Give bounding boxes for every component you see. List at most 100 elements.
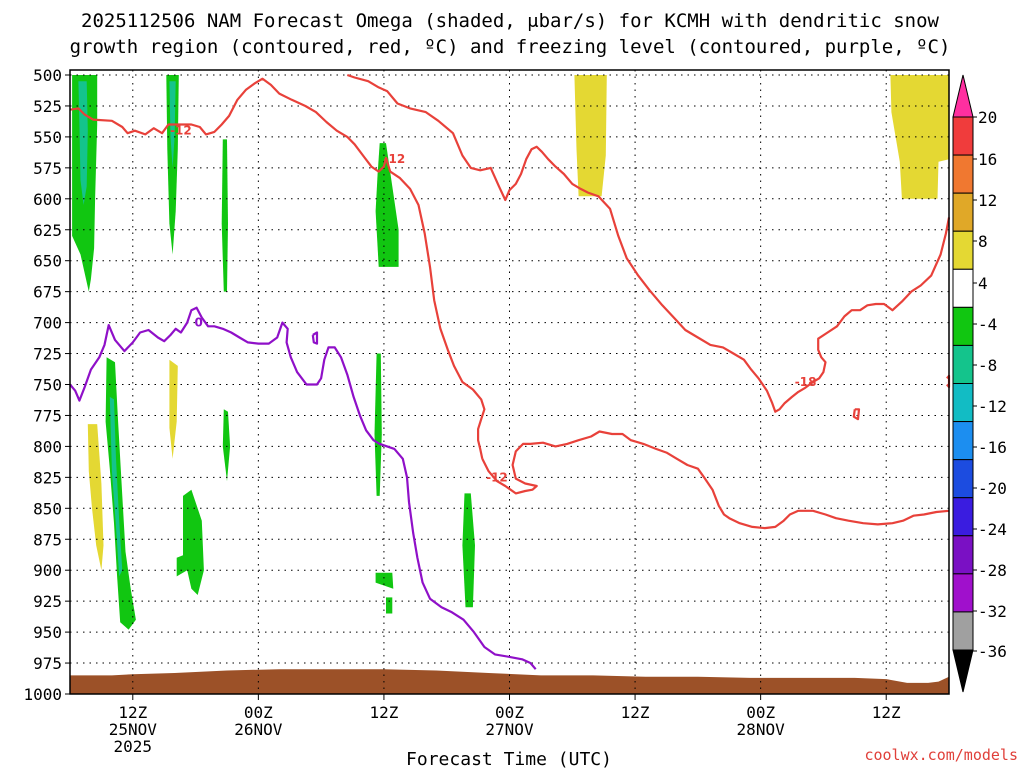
plot-area: -12 -12 -12 -18 0 [69,69,951,695]
freezing-level-contours: 0 [69,306,537,670]
colorbar-label: -8 [978,356,997,375]
colorbar-swatch [952,497,974,537]
omega-region-o11 [374,353,382,496]
y-tick-label: 525 [33,97,62,116]
y-tick-label: 825 [33,468,62,487]
dgz-contour-line-4 [852,408,861,421]
colorbar-swatch [952,268,974,308]
omega-region-o13 [386,597,393,614]
dgz-contour-label: -18 [795,375,817,389]
y-tick-label: 925 [33,592,62,611]
colorbar-bottom-triangle [952,649,974,693]
y-tick-label: 600 [33,190,62,209]
y-tick-label: 700 [33,314,62,333]
colorbar-label: 8 [978,232,988,251]
x-axis-label: Forecast Time (UTC) [406,749,612,768]
colorbar-label: 16 [978,150,997,169]
x-tick-label: 27NOV [485,720,534,739]
dgz-contour-line-0 [69,77,486,460]
omega-region-o17 [169,359,178,459]
omega-shading [72,75,949,630]
freezing-contour-line-0 [69,306,537,670]
y-tick-label: 750 [33,376,62,395]
y-tick-label: 1000 [23,685,62,704]
colorbar-label: -20 [978,479,1007,498]
colorbar-label: 12 [978,191,997,210]
colorbar-swatch [952,573,974,613]
dgz-contours: -12 -12 -12 -18 [69,73,951,530]
chart-title-line2: growth region (contoured, red, ºC) and f… [70,36,951,58]
omega-region-o8 [109,396,123,577]
y-tick-label: 550 [33,128,62,147]
y-tick-label: 500 [33,66,62,85]
omega-region-o9 [176,489,204,595]
omega-region-o5 [221,139,228,292]
dgz-contour-label: -12 [486,470,508,484]
freezing-contour-line-1 [311,331,319,345]
colorbar-label: -4 [978,315,997,334]
colorbar-swatch [952,383,974,423]
x-tick-label: 12Z [118,703,147,722]
colorbar-swatch [952,154,974,194]
colorbar-swatch [952,459,974,499]
y-tick-label: 875 [33,530,62,549]
colorbar-label: -28 [978,561,1007,580]
colorbar-swatch [952,421,974,461]
omega-region-o6 [375,143,399,267]
colorbar-swatch [952,344,974,384]
colorbar-label: -24 [978,520,1007,539]
chart-title-line1: 2025112506 NAM Forecast Omega (shaded, μ… [81,10,939,32]
colorbar-swatch [952,306,974,346]
x-tick-label: 2025 [114,737,153,756]
omega-region-o12 [375,572,394,589]
colorbar-label: 20 [978,108,997,127]
x-tick-label: 00Z [495,703,524,722]
x-tick-label: 28NOV [737,720,786,739]
dgz-contour-label: -12 [170,124,192,138]
grid-lines [70,70,949,694]
x-tick-label: 00Z [244,703,273,722]
x-tick-label: 12Z [621,703,650,722]
y-tick-label: 900 [33,561,62,580]
y-tick-label: 775 [33,406,62,425]
y-tick-label: 650 [33,252,62,271]
dgz-contour-label: -12 [384,152,406,166]
y-tick-label: 800 [33,437,62,456]
colorbar-swatch [952,230,974,270]
y-tick-label: 850 [33,499,62,518]
omega-region-o10 [222,409,231,482]
x-tick-label: 12Z [872,703,901,722]
y-tick-label: 725 [33,345,62,364]
omega-region-o18 [87,424,104,571]
y-tick-label: 950 [33,623,62,642]
omega-region-o15 [574,75,607,197]
dgz-contour-line-1 [346,73,951,413]
y-axis: 500 525 550 575 600 625 650 675 700 725 750 775 800 8… [23,66,70,704]
y-tick-label: 575 [33,159,62,178]
x-tick-label: 00Z [746,703,775,722]
colorbar-label: -32 [978,602,1007,621]
freezing-contour-label: 0 [195,316,203,330]
y-tick-label: 675 [33,283,62,302]
omega-region-o16 [890,75,949,199]
colorbar-swatch [952,116,974,156]
x-tick-label: 25NOV [109,720,158,739]
colorbar-swatch [952,535,974,575]
credit-text: coolwx.com/models [864,746,1018,764]
y-tick-label: 975 [33,654,62,673]
colorbar-swatch [952,611,974,651]
colorbar-legend: 20 16 12 8 4 -4 -8 -12 -16 -20 -24 -28 -32 -36 [952,74,1007,693]
colorbar-label: 4 [978,274,988,293]
x-tick-label: 12Z [369,703,398,722]
colorbar-top-triangle [952,74,974,118]
colorbar-label: -36 [978,642,1007,661]
y-tick-label: 625 [33,221,62,240]
omega-region-o14 [462,493,475,608]
colorbar-label: -12 [978,397,1007,416]
dgz-contour-line-2 [481,430,950,530]
colorbar-label: -16 [978,438,1007,457]
x-tick-label: 26NOV [234,720,283,739]
colorbar-swatch [952,192,974,232]
